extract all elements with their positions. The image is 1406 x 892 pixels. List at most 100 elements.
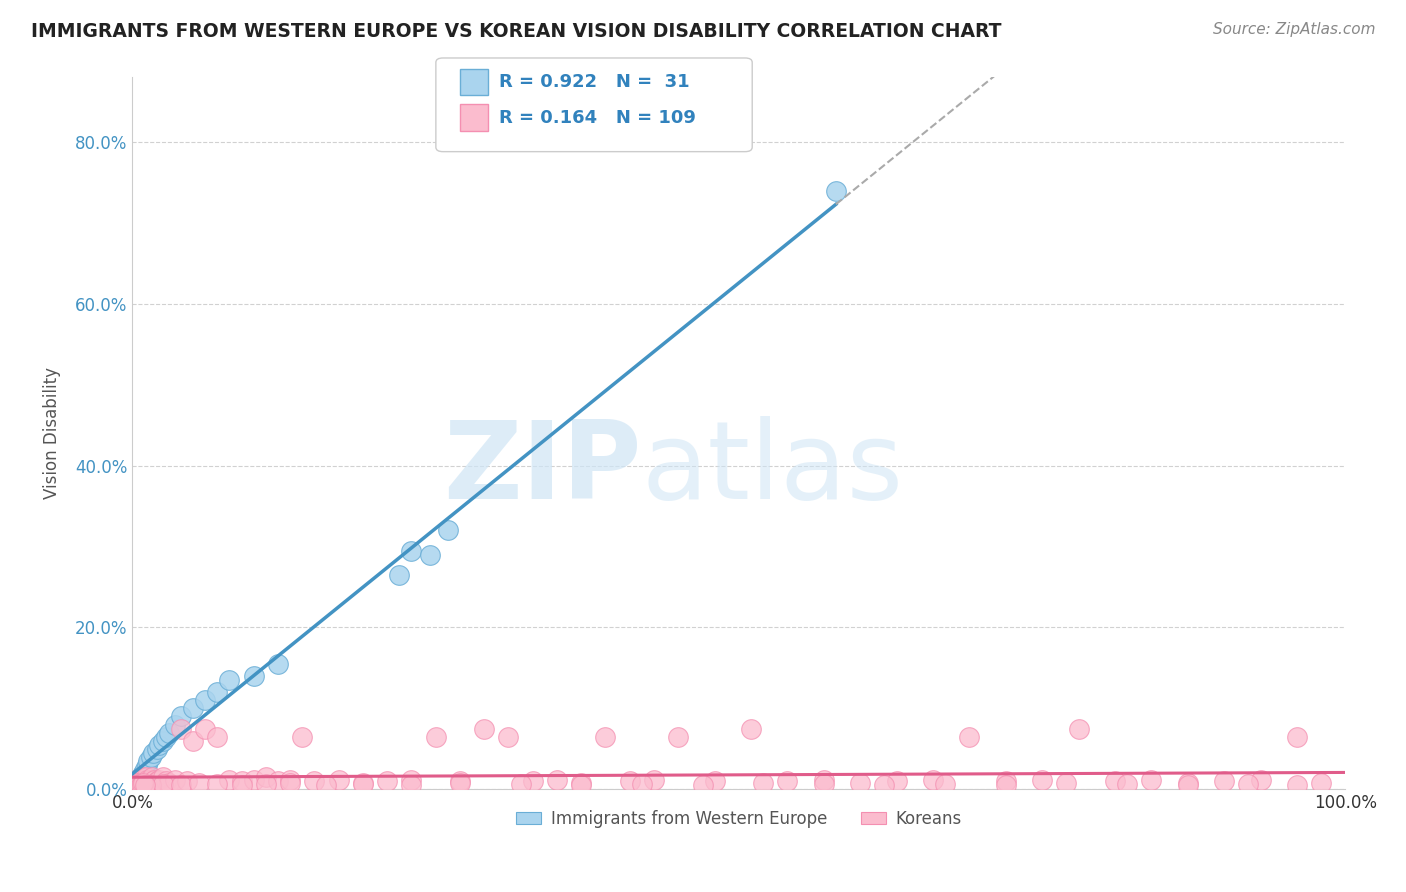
Point (127, 776, 149, 790)
Y-axis label: Vision Disability: Vision Disability (44, 368, 60, 500)
Point (132, 774, 155, 789)
Point (129, 772, 152, 787)
Point (207, 685, 229, 699)
Point (546, 772, 568, 787)
Point (813, 777, 835, 791)
Point (139, 778, 162, 792)
Point (304, 774, 326, 789)
Point (425, 730, 447, 744)
Point (125, 778, 148, 792)
Point (152, 777, 174, 791)
Point (142, 774, 165, 789)
Point (148, 738, 170, 752)
Point (128, 777, 150, 791)
Point (1237, 777, 1260, 791)
Point (1213, 774, 1236, 789)
Point (419, 548, 441, 562)
Text: R = 0.922   N =  31: R = 0.922 N = 31 (499, 73, 690, 91)
Point (132, 776, 155, 790)
Point (375, 774, 398, 789)
Point (291, 730, 314, 744)
Point (278, 772, 301, 787)
Point (1031, 772, 1053, 787)
Point (813, 772, 835, 787)
Point (145, 741, 167, 756)
Point (1054, 776, 1077, 790)
Point (449, 776, 471, 790)
Point (242, 772, 264, 787)
Point (125, 776, 148, 790)
Point (328, 772, 350, 787)
Point (873, 778, 896, 792)
Point (128, 774, 150, 789)
Point (152, 770, 174, 784)
Point (740, 722, 762, 736)
Point (569, 776, 592, 790)
Text: atlas: atlas (643, 416, 904, 522)
Point (163, 772, 186, 787)
Point (176, 774, 198, 789)
Point (218, 772, 240, 787)
Point (957, 730, 980, 744)
Point (125, 776, 148, 790)
Point (994, 778, 1017, 792)
Point (170, 722, 193, 736)
Point (142, 746, 165, 760)
Point (139, 772, 162, 787)
Point (242, 669, 264, 683)
Point (135, 758, 157, 772)
Point (194, 722, 217, 736)
Point (218, 673, 240, 687)
Point (1177, 778, 1199, 792)
Point (207, 730, 229, 744)
Point (922, 772, 945, 787)
Point (1285, 730, 1308, 744)
Point (194, 693, 217, 707)
Point (692, 778, 714, 792)
Point (145, 774, 167, 789)
Point (124, 776, 146, 790)
Point (1116, 777, 1139, 791)
Legend: Immigrants from Western Europe, Koreans: Immigrants from Western Europe, Koreans (509, 803, 969, 834)
Point (127, 776, 149, 790)
Text: IMMIGRANTS FROM WESTERN EUROPE VS KOREAN VISION DISABILITY CORRELATION CHART: IMMIGRANTS FROM WESTERN EUROPE VS KOREAN… (31, 22, 1001, 41)
Point (401, 543, 423, 558)
Point (157, 776, 180, 790)
Point (135, 770, 157, 784)
Point (148, 772, 170, 787)
Point (436, 524, 458, 538)
Point (127, 778, 149, 792)
Point (136, 774, 159, 789)
Point (129, 770, 152, 784)
Point (934, 777, 956, 791)
Point (994, 774, 1017, 789)
Point (254, 777, 277, 791)
Point (509, 777, 531, 791)
Point (498, 730, 520, 744)
Point (170, 709, 193, 723)
Point (129, 777, 152, 791)
Point (131, 767, 153, 781)
Point (752, 776, 775, 790)
Point (141, 770, 163, 784)
Point (643, 772, 665, 787)
Point (125, 774, 148, 789)
Point (124, 778, 146, 792)
Point (352, 776, 374, 790)
Point (231, 778, 253, 792)
Point (776, 774, 799, 789)
Point (522, 774, 544, 789)
Point (127, 774, 149, 789)
Point (595, 730, 617, 744)
Text: R = 0.164   N = 109: R = 0.164 N = 109 (499, 109, 696, 127)
Point (401, 778, 423, 792)
Point (128, 772, 150, 787)
Point (157, 725, 180, 739)
Point (122, 777, 145, 791)
Point (1177, 776, 1199, 790)
Point (472, 722, 495, 736)
Point (825, 184, 848, 198)
Point (127, 777, 149, 791)
Text: Source: ZipAtlas.com: Source: ZipAtlas.com (1212, 22, 1375, 37)
Point (1285, 778, 1308, 792)
